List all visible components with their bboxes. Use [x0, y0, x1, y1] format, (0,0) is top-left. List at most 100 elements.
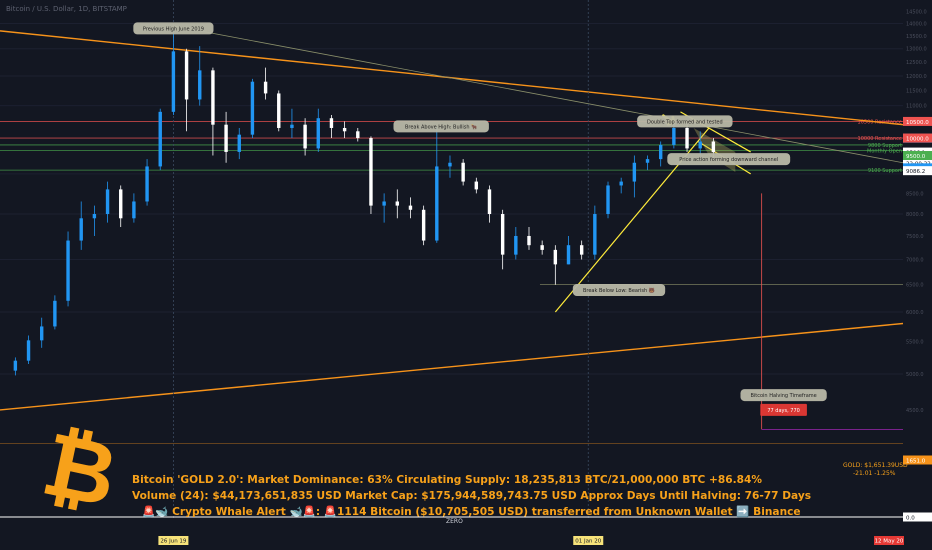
candle[interactable]	[13, 357, 18, 376]
diagonal-guide	[173, 25, 904, 164]
candle[interactable]	[658, 141, 663, 167]
candle-body	[250, 81, 255, 135]
candle[interactable]	[593, 205, 597, 260]
candle[interactable]	[632, 155, 637, 198]
candle[interactable]	[500, 209, 505, 270]
candle-body	[158, 111, 162, 167]
candle[interactable]	[145, 159, 149, 206]
candle[interactable]	[53, 295, 57, 330]
callout-text: Previous High June 2019	[143, 26, 204, 32]
candle[interactable]	[435, 126, 439, 243]
candle[interactable]	[461, 159, 465, 186]
price-label-text: 0.0	[906, 516, 915, 522]
callout-bg	[637, 115, 733, 128]
candle-body	[474, 181, 479, 190]
candle[interactable]	[119, 185, 123, 228]
price-label-bg	[903, 133, 932, 143]
candle[interactable]	[395, 189, 399, 219]
candle[interactable]	[487, 185, 492, 223]
annotation-callout: Previous High June 2019	[133, 22, 214, 35]
price-label-text: 1651.0	[906, 459, 926, 465]
candle[interactable]	[40, 317, 44, 348]
candle-body	[500, 214, 505, 255]
candle-body	[579, 245, 584, 255]
candle[interactable]	[369, 136, 373, 215]
candle[interactable]	[448, 155, 452, 178]
time-label-text: 12 May 20	[875, 539, 904, 545]
candle-body	[145, 166, 149, 202]
price-axis-label: 9086.2	[903, 166, 932, 176]
candle-body	[435, 166, 439, 241]
candle[interactable]	[514, 227, 518, 260]
candle-body	[277, 93, 281, 128]
candle-body	[13, 360, 18, 371]
candle[interactable]	[474, 177, 479, 194]
candle[interactable]	[645, 155, 650, 171]
candle[interactable]	[382, 193, 386, 223]
price-tick: 13000.0	[906, 47, 927, 53]
candle[interactable]	[224, 111, 228, 163]
candle[interactable]	[527, 227, 531, 250]
annotation-callout: Bitcoin Halving Timeframe	[740, 389, 827, 402]
price-tick: 5000.0	[906, 372, 924, 378]
candle-body	[632, 162, 637, 182]
candle-body	[711, 141, 716, 153]
candle-body	[40, 326, 44, 341]
candle[interactable]	[79, 201, 83, 250]
candle[interactable]	[606, 181, 610, 219]
candle[interactable]	[698, 131, 702, 156]
candle[interactable]	[105, 181, 110, 223]
candle-body	[369, 138, 373, 206]
candle-body	[263, 81, 268, 94]
price-tick: 14500.0	[906, 10, 927, 16]
callout-bg	[393, 120, 489, 133]
candle[interactable]	[290, 108, 294, 139]
symbol-title: Bitcoin / U.S. Dollar, 1D, BITSTAMP	[6, 5, 127, 13]
price-axis-label: 9500.0	[903, 151, 932, 161]
candle[interactable]	[303, 118, 307, 156]
price-axis-label: 10500.0	[903, 116, 932, 126]
candle[interactable]	[171, 28, 176, 116]
candle[interactable]	[685, 123, 689, 152]
price-tick: 11500.0	[906, 88, 927, 94]
price-tick: 11000.0	[906, 104, 927, 110]
candle[interactable]	[184, 48, 189, 132]
time-label-text: 01 Jan 20	[575, 539, 601, 545]
candle[interactable]	[92, 205, 97, 236]
candle[interactable]	[198, 46, 202, 106]
annotation-callout: Price action forming downward channel	[667, 153, 791, 166]
candle[interactable]	[540, 240, 544, 255]
level-label: 9100 Support	[868, 168, 902, 174]
candle[interactable]	[566, 235, 571, 265]
candle[interactable]	[211, 67, 215, 156]
candle[interactable]	[250, 78, 255, 139]
candle[interactable]	[277, 90, 281, 132]
candle[interactable]	[158, 108, 162, 171]
candle[interactable]	[553, 245, 558, 285]
candle[interactable]	[421, 205, 426, 246]
volume-zero-label: ZERO	[446, 518, 463, 525]
candle[interactable]	[132, 193, 136, 223]
candle[interactable]	[342, 121, 347, 139]
price-label-text: 9086.2	[906, 169, 925, 175]
candle[interactable]	[329, 115, 334, 139]
candle[interactable]	[263, 67, 268, 100]
annotation-callout: Double Top formed and tested	[637, 115, 733, 128]
price-label-text: 9500.0	[906, 154, 926, 160]
price-label-text: 10000.0	[906, 137, 929, 143]
candle[interactable]	[316, 108, 320, 152]
candle[interactable]	[237, 127, 241, 160]
candle-body	[527, 235, 531, 246]
candle[interactable]	[579, 240, 584, 260]
candle[interactable]	[619, 177, 623, 194]
candle[interactable]	[66, 231, 70, 307]
info-line-whale-alert: 🚨🐋 Crypto Whale Alert 🐋🚨: 🚨1114 Bitcoin …	[142, 506, 801, 518]
candle[interactable]	[26, 335, 31, 364]
candle[interactable]	[356, 127, 360, 142]
callout-bg	[740, 389, 827, 402]
candle-body	[566, 245, 571, 265]
candle[interactable]	[408, 197, 413, 219]
annotation-callout: Break Below Low: Bearish 🐻	[572, 283, 666, 296]
